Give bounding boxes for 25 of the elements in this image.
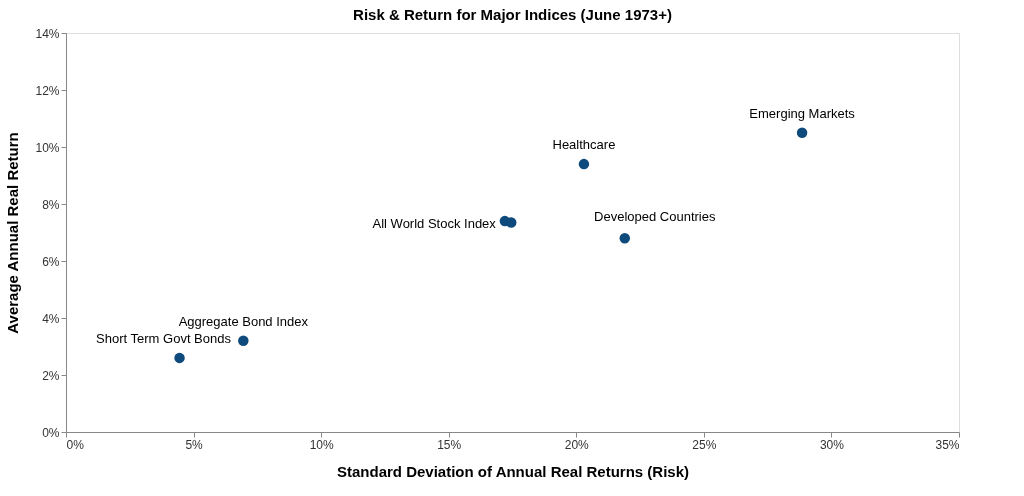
- y-tick-label: 14%: [35, 26, 60, 41]
- y-tick-label: 0%: [42, 425, 60, 440]
- x-tick-label: 10%: [309, 437, 334, 452]
- x-tick-label: 20%: [564, 437, 590, 452]
- x-tick-label: 35%: [935, 437, 960, 452]
- x-axis-title: Standard Deviation of Annual Real Returns (Risk): [337, 462, 689, 480]
- y-tick-label: 12%: [35, 83, 60, 98]
- y-axis-title: Average Annual Real Return: [4, 132, 22, 334]
- annotation: Developed Countries: [594, 209, 716, 225]
- annotation: Short Term Govt Bonds: [96, 330, 232, 346]
- x-tick-label: 30%: [819, 437, 845, 452]
- y-tick-label: 4%: [42, 311, 60, 326]
- chart-title: Risk & Return for Major Indices (June 1973+): [353, 6, 672, 23]
- y-tick-label: 6%: [42, 254, 60, 269]
- annotation: All World Stock Index: [372, 216, 497, 232]
- x-tick-label: 25%: [692, 437, 717, 452]
- annotation: Aggregate Bond Index: [178, 313, 309, 329]
- x-tick-label: 0%: [66, 437, 85, 452]
- y-tick-label: 10%: [35, 140, 60, 155]
- x-tick-label: 5%: [185, 437, 204, 452]
- annotation: Healthcare: [552, 137, 616, 153]
- x-tick-label: 15%: [437, 437, 462, 452]
- y-tick-label: 2%: [42, 368, 60, 383]
- y-tick-label: 8%: [42, 197, 60, 212]
- annotation: Emerging Markets: [749, 105, 856, 121]
